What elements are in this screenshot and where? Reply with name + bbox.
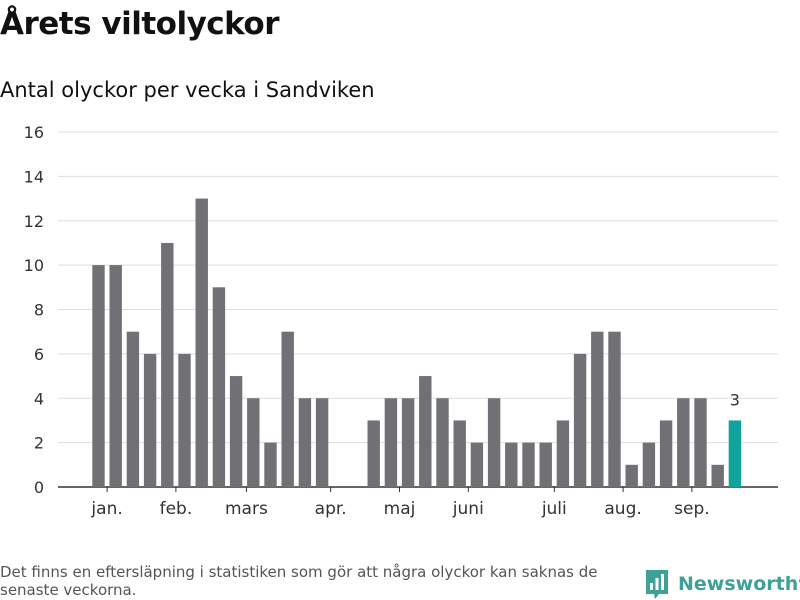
bar[interactable] [453,420,466,487]
grid-lines [58,131,778,488]
chart-title: Årets viltolyckor [0,6,280,42]
x-tick-label: jan. [90,499,122,519]
bar[interactable] [264,442,277,487]
bar[interactable] [659,420,673,487]
bar[interactable] [315,398,329,487]
y-tick-label: 8 [34,301,44,320]
bar[interactable] [608,331,621,487]
bar[interactable] [505,442,518,487]
bars [92,198,742,487]
bar[interactable] [367,420,380,487]
footnote: Det finns en eftersläpning i statistiken… [0,563,598,599]
y-tick-label: 6 [34,345,44,364]
bar[interactable] [247,398,260,487]
y-tick-label: 4 [34,389,44,408]
x-tick-label: sep. [674,499,710,519]
x-tick-label: juni [452,499,484,519]
bar[interactable] [281,331,294,487]
y-tick-label: 0 [34,478,44,497]
bar[interactable] [711,464,724,487]
bar[interactable] [419,376,432,487]
bar[interactable] [126,331,140,487]
bar[interactable] [487,398,501,487]
bar[interactable] [384,398,398,487]
bar[interactable] [573,353,587,487]
x-tick-label: aug. [604,499,641,519]
y-tick-label: 10 [24,256,44,275]
bar[interactable] [539,442,552,487]
bar[interactable] [694,398,707,487]
highlighted-bar-value-label: 3 [730,390,740,409]
x-tick-label: feb. [160,499,193,519]
bar[interactable] [195,198,208,487]
x-tick-label: mars [225,499,268,519]
chart-subtitle: Antal olyckor per vecka i Sandviken [0,78,375,102]
y-axis-tick-labels: 0 2 4 6 8 10 12 14 16 [24,123,44,497]
y-tick-label: 2 [34,434,44,453]
y-tick-label: 14 [24,167,44,186]
bar[interactable] [436,398,449,487]
y-tick-label: 12 [24,212,44,231]
annotations: 3 [730,390,740,409]
x-tick-label: juli [541,499,567,519]
bar[interactable] [92,265,105,487]
bar[interactable] [401,398,415,487]
brand-name: Newsworthy [678,573,800,595]
bar[interactable] [625,464,638,487]
x-axis-month-labels: jan. feb. mars apr. maj juni juli aug. sep. [90,487,710,519]
bar[interactable] [143,353,157,487]
bar[interactable] [161,242,174,487]
bar[interactable] [470,442,484,487]
newsworthy-logo-icon [646,570,668,599]
y-tick-label: 16 [24,123,44,142]
bar[interactable] [522,442,535,487]
bar[interactable] [229,376,243,487]
bar[interactable] [109,265,122,487]
x-tick-label: maj [384,499,416,519]
highlighted-bar[interactable] [728,420,742,487]
x-tick-label: apr. [315,499,347,519]
bar[interactable] [677,398,690,487]
weekly-accidents-bar-chart: 0 2 4 6 8 10 12 14 16 jan. feb. mars apr. maj juni jul… [24,123,778,519]
bar[interactable] [178,353,191,487]
bar[interactable] [298,398,312,487]
bar[interactable] [591,331,604,487]
brand-logo[interactable]: Newsworthy [644,568,800,600]
bar[interactable] [212,287,226,487]
bar[interactable] [556,420,570,487]
bar[interactable] [642,442,656,487]
